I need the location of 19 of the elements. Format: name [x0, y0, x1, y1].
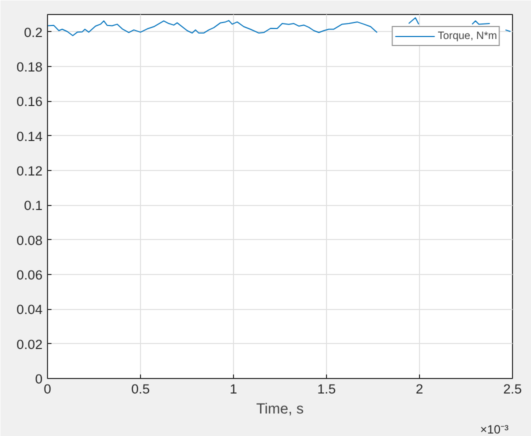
y-tick-label: 0.18: [16, 60, 43, 74]
x-tick-label: 2.5: [503, 382, 522, 396]
x-tick-label: 2: [416, 382, 424, 396]
y-tick-label: 0.1: [24, 198, 43, 214]
y-tick-label: 0.2: [24, 24, 43, 40]
y-tick-label: 0.12: [16, 164, 43, 178]
y-tick-label: 0.06: [16, 268, 43, 282]
text: ×10⁻³: [480, 422, 509, 436]
y-tick-label: 0.04: [16, 302, 44, 318]
y-tick-label: 0.08: [16, 232, 43, 248]
x-axis-title: Time, s: [256, 402, 304, 418]
y-tick-label: 0.14: [16, 128, 44, 144]
legend-label: Torque, N*m: [438, 30, 497, 42]
x-tick-label: 0.5: [131, 382, 150, 396]
y-tick-label: 0.16: [16, 94, 43, 110]
x-tick-label: 1.5: [317, 382, 336, 396]
y-tick-label: 0.02: [16, 336, 43, 352]
x-tick-label: 1: [230, 382, 238, 396]
y-tick-label: 0: [35, 372, 43, 386]
